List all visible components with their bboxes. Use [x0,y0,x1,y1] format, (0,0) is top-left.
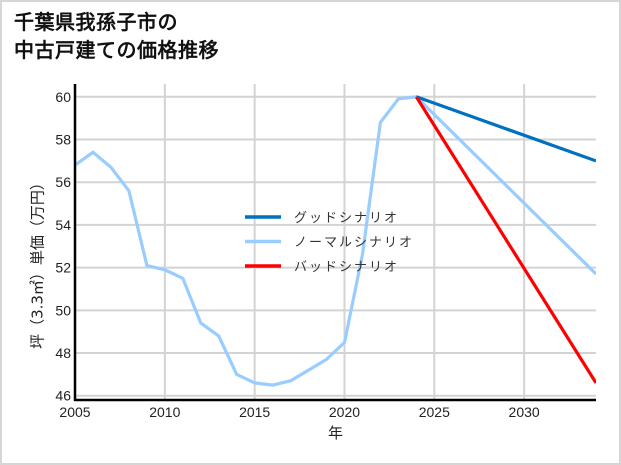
series-line-1 [75,95,596,387]
x-axis-label: 年 [328,424,343,442]
y-axis-label: 坪（3.3㎡）単価（万円） [29,175,47,349]
series-line-2 [414,95,596,384]
legend-label: ノーマルシナリオ [294,236,414,251]
x-tick-label: 2010 [149,404,180,420]
x-tick-label: 2025 [419,404,450,420]
legend-item: バッドシナリオ [245,260,399,275]
x-tick-label: 2030 [509,404,540,420]
axes [73,84,596,402]
y-tick-label: 52 [55,260,71,276]
x-tick-labels: 2005 2010 2015 2020 2025 2030 [59,404,539,420]
legend-label: グッドシナリオ [294,211,399,226]
y-tick-labels: 46 48 50 52 54 56 58 60 [55,89,71,404]
series-line-0 [415,95,596,163]
y-tick-label: 46 [55,388,71,404]
x-tick-label: 2020 [329,404,360,420]
chart-title: 千葉県我孫子市の 中古戸建ての価格推移 [14,8,219,64]
x-tick-label: 2015 [239,404,270,420]
chart-title-line2: 中古戸建ての価格推移 [14,38,219,62]
y-tick-label: 50 [55,302,71,318]
y-tick-label: 56 [55,174,71,190]
x-tick-label: 2005 [59,404,90,420]
legend-label: バッドシナリオ [294,260,399,275]
legend-item: ノーマルシナリオ [245,236,414,251]
y-tick-label: 54 [55,217,71,233]
y-tick-label: 48 [55,345,71,361]
series-lines [75,95,596,387]
chart-title-line1: 千葉県我孫子市の [14,10,178,34]
legend-item: グッドシナリオ [245,211,399,226]
y-tick-label: 58 [55,132,71,148]
y-tick-label: 60 [55,89,71,105]
